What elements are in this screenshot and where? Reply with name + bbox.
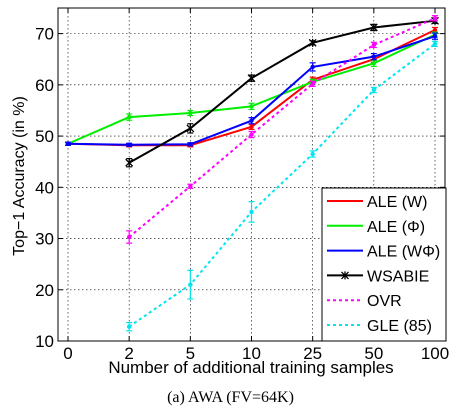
legend-label: ALE (WΦ) [367, 244, 440, 261]
y-axis-label: Top−1 Accuracy (in %) [11, 96, 28, 256]
legend-item: ALE (Φ) [327, 219, 425, 236]
y-tick-label: 60 [35, 76, 54, 95]
y-tick-label: 70 [35, 25, 54, 44]
legend-item: ALE (W) [327, 194, 427, 211]
y-tick-label: 50 [35, 127, 54, 146]
data-point [188, 184, 193, 189]
data-point [369, 23, 378, 32]
data-point [125, 158, 134, 167]
data-point [308, 38, 317, 47]
series-line [128, 43, 436, 328]
legend-label: ALE (Φ) [367, 219, 425, 236]
legend-item: ALE (WΦ) [327, 244, 440, 261]
data-point [188, 282, 193, 287]
data-point [310, 81, 315, 87]
x-tick-label: 50 [364, 344, 383, 363]
data-point [126, 114, 132, 120]
data-point [188, 110, 193, 116]
y-tick-label: 40 [35, 178, 54, 197]
legend-label: WSABIE [367, 268, 429, 285]
x-tick-label: 0 [63, 344, 72, 363]
data-point [371, 61, 377, 66]
data-point [371, 54, 377, 59]
y-tick-label: 20 [35, 281, 54, 300]
data-point [126, 324, 132, 329]
data-point [432, 41, 438, 47]
data-point [249, 132, 254, 137]
x-tick-label: 25 [303, 344, 322, 363]
series-gle-85 [126, 40, 438, 332]
data-point [126, 142, 132, 147]
data-point [432, 16, 438, 21]
data-point [310, 64, 315, 70]
x-tick-label: 2 [124, 344, 133, 363]
data-point [249, 209, 254, 215]
data-point [371, 42, 377, 48]
x-tick-label: 100 [421, 344, 449, 363]
legend-label: GLE (85) [367, 318, 432, 335]
legend-item: OVR [327, 293, 402, 310]
data-point [247, 74, 256, 83]
data-point [310, 151, 315, 157]
data-point [249, 124, 254, 130]
data-point [188, 142, 193, 147]
legend-box [321, 187, 447, 342]
data-point [249, 104, 254, 109]
x-tick-label: 10 [242, 344, 261, 363]
series-ale-w [65, 32, 438, 147]
x-axis-label: Number of additional training samples [108, 358, 393, 377]
series-line [128, 19, 436, 164]
data-point [249, 118, 254, 123]
legend-marker [341, 271, 349, 280]
data-point [371, 87, 377, 93]
data-point [65, 141, 71, 146]
y-tick-label: 10 [35, 332, 54, 351]
data-point [432, 27, 438, 33]
legend-items: ALE (W) ALE (Φ) ALE (WΦ) WSABIE OVR GLE (85) [327, 194, 440, 335]
figure-caption: (a) AWA (FV=64K) [167, 389, 294, 406]
x-tick-label: 5 [186, 344, 195, 363]
data-point [432, 33, 438, 39]
legend-label: OVR [367, 293, 402, 310]
legend: ALE (W) ALE (Φ) ALE (WΦ) WSABIE OVR GLE (85) [321, 187, 447, 342]
legend-item: WSABIE [327, 268, 429, 285]
series-line [128, 17, 436, 238]
legend-item: GLE (85) [327, 318, 432, 335]
series-ovr [126, 15, 438, 244]
data-point [126, 234, 132, 240]
series-layer [65, 15, 439, 332]
y-tick-label: 30 [35, 230, 54, 249]
legend-label: ALE (W) [367, 194, 427, 211]
data-point [186, 124, 195, 133]
